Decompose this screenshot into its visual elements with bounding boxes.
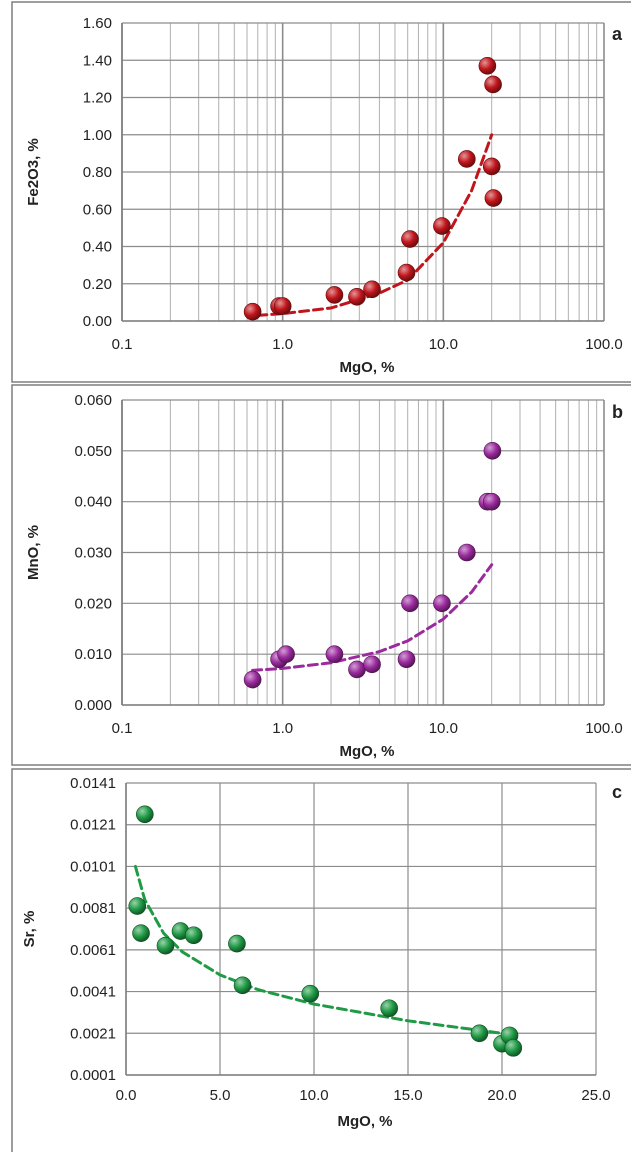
trend-line <box>256 133 494 317</box>
y-tick-label: 0.0101 <box>70 858 116 875</box>
x-tick-label: 100.0 <box>585 720 623 737</box>
x-tick-label: 1.0 <box>272 720 293 737</box>
data-point <box>482 157 501 176</box>
x-axis-title: MgO, % <box>338 1113 393 1130</box>
data-point <box>273 297 292 315</box>
x-tick-label: 25.0 <box>581 1087 610 1104</box>
x-tick-label: 5.0 <box>210 1087 231 1104</box>
trend-line <box>251 563 494 672</box>
y-tick-label: 0.80 <box>83 164 112 181</box>
y-tick-label: 0.030 <box>74 545 112 562</box>
y-tick-label: 0.40 <box>83 239 112 256</box>
data-point <box>401 230 419 248</box>
data-point <box>325 286 344 304</box>
y-axis-title: Fe2O3, % <box>25 138 42 206</box>
x-tick-label: 20.0 <box>487 1087 516 1104</box>
gridlines <box>125 782 597 1076</box>
data-point <box>401 594 419 613</box>
data-point <box>470 1024 489 1043</box>
data-point <box>458 543 476 562</box>
data-point <box>433 594 451 613</box>
data-point <box>184 926 203 945</box>
y-tick-label: 0.050 <box>74 443 112 460</box>
x-axis-title: MgO, % <box>340 359 395 376</box>
y-tick-label: 0.20 <box>83 276 112 293</box>
y-tick-label: 1.20 <box>83 90 112 107</box>
y-tick-label: 0.060 <box>74 392 112 409</box>
y-tick-label: 0.0001 <box>70 1067 116 1084</box>
panel-frame <box>11 1 631 383</box>
data-point <box>483 442 502 460</box>
data-point <box>243 302 262 321</box>
data-point <box>397 263 416 282</box>
data-point <box>397 650 416 669</box>
y-tick-label: 1.00 <box>83 127 112 144</box>
x-tick-label: 100.0 <box>585 336 623 353</box>
x-tick-label: 15.0 <box>393 1087 422 1104</box>
y-tick-label: 0.020 <box>74 595 112 612</box>
data-point <box>433 217 451 235</box>
x-tick-label: 10.0 <box>299 1087 328 1104</box>
data-point <box>128 897 147 915</box>
data-point <box>482 492 501 511</box>
data-point <box>458 150 476 168</box>
chart-panel-c: 0.0 5.0 10.0 15.0 20.0 25.0 0.0001 0.0021 0.0041… <box>11 768 631 1152</box>
y-axis-title: Sr, % <box>21 911 38 948</box>
data-point <box>363 655 381 674</box>
data-point <box>484 75 502 94</box>
y-tick-label: 0.0081 <box>70 900 116 917</box>
x-axis-title: MgO, % <box>340 743 395 760</box>
data-point <box>380 999 399 1018</box>
y-tick-label: 1.40 <box>83 52 112 69</box>
data-point <box>136 805 154 824</box>
x-tick-label: 0.0 <box>116 1087 137 1104</box>
y-tick-label: 0.60 <box>83 201 112 218</box>
y-tick-label: 0.010 <box>74 646 112 663</box>
data-point <box>363 280 381 299</box>
data-point <box>277 645 295 663</box>
data-point <box>348 660 366 679</box>
data-point <box>478 57 497 75</box>
y-axis-title: MnO, % <box>25 525 42 580</box>
y-tick-label: 1.60 <box>83 15 112 32</box>
data-point <box>325 645 344 663</box>
y-tick-label: 0.00 <box>83 313 112 330</box>
chart-panel-a: 0.1 1.0 10.0 100.0 0.00 0.20 0.40 0.60 0.80 1.00 1… <box>11 1 631 383</box>
data-point <box>233 976 252 995</box>
data-point <box>301 984 320 1003</box>
panel-label: a <box>612 24 623 44</box>
x-tick-label: 10.0 <box>429 336 458 353</box>
data-point <box>156 936 175 955</box>
x-tick-label: 1.0 <box>272 336 293 353</box>
y-tick-label: 0.0021 <box>70 1025 116 1042</box>
panel-label: b <box>612 402 623 422</box>
x-tick-label: 10.0 <box>429 720 458 737</box>
data-point <box>228 934 246 953</box>
plot-area <box>126 783 596 1075</box>
y-tick-label: 0.000 <box>74 697 112 714</box>
y-tick-label: 0.0041 <box>70 984 116 1001</box>
chart-panel-b: 0.1 1.0 10.0 100.0 0.000 0.010 0.020 0.030 0.040… <box>11 384 631 766</box>
y-tick-label: 0.040 <box>74 494 112 511</box>
panel-frame <box>11 384 631 766</box>
x-tick-label: 0.1 <box>112 336 133 353</box>
data-point <box>243 670 262 689</box>
y-tick-label: 0.0141 <box>70 775 116 792</box>
y-tick-label: 0.0121 <box>70 817 116 834</box>
data-point <box>132 924 150 942</box>
y-tick-label: 0.0061 <box>70 942 116 959</box>
data-point <box>504 1039 523 1057</box>
x-tick-label: 0.1 <box>112 720 133 737</box>
panel-label: c <box>612 782 622 802</box>
panel-frame <box>11 768 631 1152</box>
data-point <box>348 287 366 306</box>
data-point <box>484 189 503 207</box>
